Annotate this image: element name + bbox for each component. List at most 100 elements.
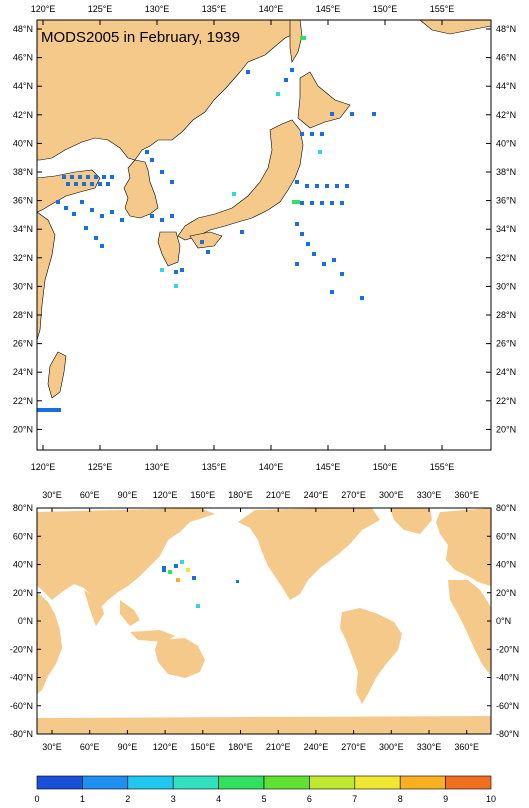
global-lat-label-left: 0°N [18,616,33,626]
global-lat-label-left: -40°N [10,673,33,683]
colorbar-box [36,775,83,790]
top-lat-label-right: 32°N [496,253,516,263]
colorbar-label: 7 [352,794,357,804]
colorbar-box [309,775,356,790]
global-observation-cells [162,560,239,608]
global-lon-label-top: 150°E [190,490,215,500]
top-lon-label-bottom: 130°E [145,462,170,472]
top-lat-label-left: 26°N [13,339,33,349]
global-lat-label-right: -80°N [496,729,519,739]
global-lon-label-bottom: 300°E [379,742,404,752]
top-lat-label-right: 28°N [496,310,516,320]
colorbar: 0 1 2 3 4 5 6 7 8 9 10 [34,775,496,804]
colorbar-labels: 0 1 2 3 4 5 6 7 8 9 10 [34,794,496,804]
global-lon-label-bottom: 240°E [304,742,329,752]
top-lat-label-left: 42°N [13,110,33,120]
colorbar-label: 1 [80,794,85,804]
top-lat-label-right: 38°N [496,167,516,177]
observation-cells [37,36,376,412]
top-lat-label-left: 28°N [13,310,33,320]
colorbar-label: 6 [307,794,312,804]
global-lat-label-left: 60°N [13,531,33,541]
global-lat-label-right: 0°N [496,616,511,626]
top-lon-label-bottom: 135°E [202,462,227,472]
global-lat-label-left: -60°N [10,701,33,711]
global-lat-ticks: 80°N 80°N 60°N 60°N 40°N 40°N 20°N 20°N 0°N 0°N -2… [10,503,519,739]
global-lon-label-top: 240°E [304,490,329,500]
top-lat-label-left: 44°N [13,81,33,91]
top-lat-label-left: 48°N [13,24,33,34]
top-lat-label-right: 40°N [496,138,516,148]
global-lat-label-right: -20°N [496,644,519,654]
colorbar-label: 4 [216,794,221,804]
global-lat-label-right: 20°N [496,588,516,598]
colorbar-box [399,775,446,790]
top-lat-label-right: 22°N [496,396,516,406]
colorbar-box [127,775,174,790]
top-lon-label-top: 140°E [259,4,284,14]
top-lon-label-top: 155°E [430,4,455,14]
top-lat-label-right: 20°N [496,424,516,434]
colorbar-label: 10 [486,794,496,804]
global-lat-label-right: -40°N [496,673,519,683]
top-lon-label-bottom: 140°E [259,462,284,472]
top-lat-label-right: 26°N [496,339,516,349]
global-lat-label-left: 20°N [13,588,33,598]
global-lon-label-top: 270°E [341,490,366,500]
top-lon-label-top: 145°E [316,4,341,14]
regional-lon-ticks: 120°E 120°E 125°E 125°E 130°E 130°E 135°E 135°E… [31,4,455,472]
top-lat-label-right: 46°N [496,53,516,63]
global-lat-label-left: 40°N [13,560,33,570]
top-lat-label-left: 32°N [13,253,33,263]
global-lon-label-bottom: 180°E [228,742,253,752]
global-lat-label-right: -60°N [496,701,519,711]
global-lon-label-top: 180°E [228,490,253,500]
map-title: MODS2005 in February, 1939 [41,29,240,46]
colorbar-label: 9 [443,794,448,804]
regional-map-frame [36,19,492,451]
top-lat-label-left: 22°N [13,396,33,406]
global-lon-label-bottom: 60°E [80,742,100,752]
top-lat-label-right: 48°N [496,24,516,34]
global-lat-label-left: 80°N [13,503,33,513]
top-lon-label-top: 135°E [202,4,227,14]
top-lat-label-right: 24°N [496,367,516,377]
top-lat-label-left: 46°N [13,53,33,63]
top-lat-label-left: 40°N [13,138,33,148]
top-lon-label-bottom: 150°E [373,462,398,472]
global-lon-label-bottom: 120°E [153,742,178,752]
colorbar-boxes [36,775,492,790]
top-lon-label-top: 125°E [88,4,113,14]
colorbar-label: 5 [261,794,266,804]
global-lat-label-left: -80°N [10,729,33,739]
regional-land [36,19,492,399]
global-lon-label-top: 90°E [118,490,138,500]
global-map: 30°E 30°E 60°E 60°E 90°E 90°E 120°E 120°E 150°E 1… [10,490,519,752]
global-lat-label-right: 60°N [496,531,516,541]
top-lat-label-right: 34°N [496,224,516,234]
global-lon-label-bottom: 30°E [42,742,62,752]
global-lon-label-bottom: 90°E [118,742,138,752]
top-lon-label-bottom: 125°E [88,462,113,472]
global-lon-label-bottom: 270°E [341,742,366,752]
global-land [37,508,491,734]
colorbar-label: 0 [34,794,39,804]
global-lon-label-top: 210°E [266,490,291,500]
global-lon-label-top: 30°E [42,490,62,500]
global-lat-label-right: 40°N [496,560,516,570]
top-lat-label-left: 38°N [13,167,33,177]
global-lon-label-top: 330°E [417,490,442,500]
top-lon-label-top: 120°E [31,4,56,14]
top-lat-label-right: 42°N [496,110,516,120]
colorbar-box [82,775,129,790]
global-lon-label-bottom: 360°E [454,742,479,752]
global-lon-label-top: 300°E [379,490,404,500]
regional-lat-ticks: 48°N 48°N 46°N 46°N 44°N 44°N 42°N 42°N 40°N 40°N… [13,24,516,434]
colorbar-label: 8 [398,794,403,804]
global-lon-label-bottom: 330°E [417,742,442,752]
top-lon-label-bottom: 145°E [316,462,341,472]
colorbar-label: 2 [125,794,130,804]
top-lon-label-top: 150°E [373,4,398,14]
global-lon-label-bottom: 210°E [266,742,291,752]
